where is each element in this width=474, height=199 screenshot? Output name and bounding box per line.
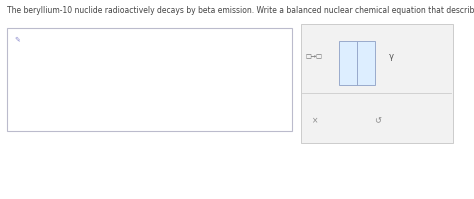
- Text: γ: γ: [389, 52, 394, 61]
- FancyBboxPatch shape: [7, 28, 292, 131]
- Text: □→□: □→□: [306, 54, 323, 59]
- Text: The beryllium-10 nuclide radioactively decays by beta emission. Write a balanced: The beryllium-10 nuclide radioactively d…: [7, 6, 474, 15]
- Text: ↺: ↺: [374, 116, 382, 125]
- Text: ×: ×: [312, 116, 318, 125]
- FancyBboxPatch shape: [301, 24, 453, 143]
- FancyBboxPatch shape: [339, 41, 357, 85]
- FancyBboxPatch shape: [357, 41, 375, 85]
- Text: ✎: ✎: [14, 37, 20, 43]
